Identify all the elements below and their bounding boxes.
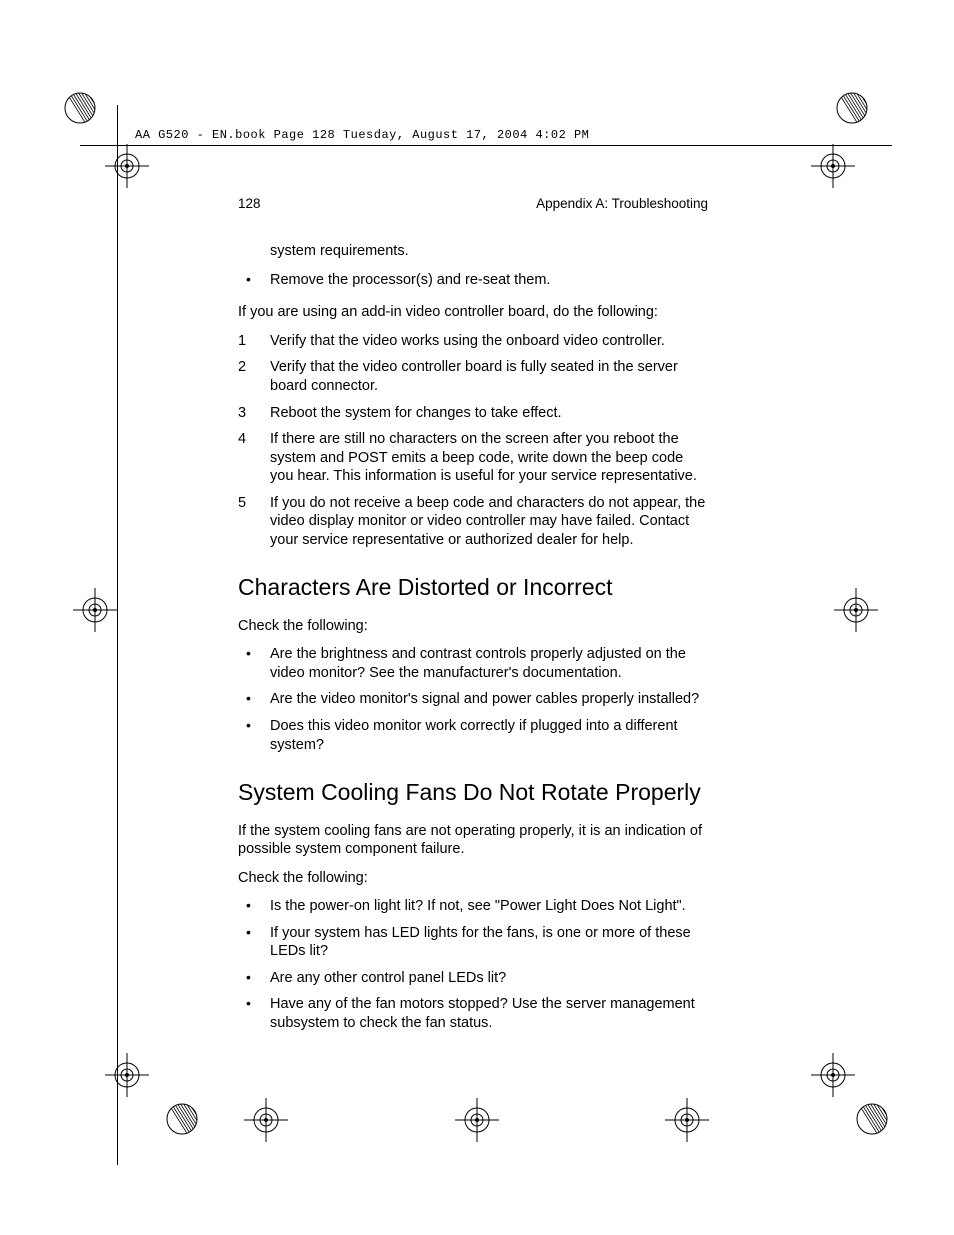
registration-mark-crosshair-icon [244, 1098, 288, 1142]
registration-mark-crosshair-icon [455, 1098, 499, 1142]
registration-mark-hatched-icon [836, 92, 868, 124]
section1-intro: Check the following: [238, 617, 708, 636]
registration-mark-crosshair-icon [105, 144, 149, 188]
page-content: 128 Appendix A: Troubleshooting system r… [238, 195, 708, 1046]
list-item: Remove the processor(s) and re-seat them… [238, 271, 708, 290]
step-text: Verify that the video works using the on… [270, 333, 665, 349]
list-item: Are the brightness and contrast controls… [238, 645, 708, 682]
step-number: 3 [238, 404, 262, 423]
numbered-steps: 1 Verify that the video works using the o… [238, 332, 708, 549]
list-item: Are any other control panel LEDs lit? [238, 969, 708, 988]
list-item: Are the video monitor's signal and power… [238, 690, 708, 709]
section2-intro2: Check the following: [238, 869, 708, 888]
appendix-label: Appendix A: Troubleshooting [536, 195, 708, 212]
step-text: Reboot the system for changes to take ef… [270, 405, 562, 421]
section2-intro1: If the system cooling fans are not opera… [238, 822, 708, 859]
list-item: Have any of the fan motors stopped? Use … [238, 995, 708, 1032]
registration-mark-crosshair-icon [105, 1053, 149, 1097]
left-rule [117, 105, 118, 1165]
list-item: 1 Verify that the video works using the o… [238, 332, 708, 351]
registration-mark-crosshair-icon [834, 588, 878, 632]
page-number: 128 [238, 195, 261, 212]
section-distorted-heading: Characters Are Distorted or Incorrect [238, 573, 708, 602]
list-item: 5 If you do not receive a beep code and c… [238, 494, 708, 550]
registration-mark-crosshair-icon [73, 588, 117, 632]
registration-mark-crosshair-icon [811, 144, 855, 188]
list-item: 4 If there are still no characters on the… [238, 430, 708, 486]
list-item: 2 Verify that the video controller board … [238, 358, 708, 395]
top-rule [80, 145, 892, 146]
print-header-info: AA G520 - EN.book Page 128 Tuesday, Augu… [135, 128, 589, 142]
intro-fragment: system requirements. [238, 242, 708, 261]
addin-intro: If you are using an add-in video control… [238, 303, 708, 322]
list-item: If your system has LED lights for the fa… [238, 924, 708, 961]
intro-bullet-list: Remove the processor(s) and re-seat them… [238, 271, 708, 290]
section-fans-heading: System Cooling Fans Do Not Rotate Proper… [238, 778, 708, 807]
step-text: Verify that the video controller board i… [270, 359, 678, 394]
step-number: 5 [238, 494, 262, 513]
step-number: 2 [238, 358, 262, 377]
list-item: 3 Reboot the system for changes to take e… [238, 404, 708, 423]
step-number: 4 [238, 430, 262, 449]
step-text: If there are still no characters on the … [270, 431, 697, 484]
registration-mark-crosshair-icon [811, 1053, 855, 1097]
registration-mark-hatched-icon [856, 1103, 888, 1135]
list-item: Is the power-on light lit? If not, see "… [238, 897, 708, 916]
registration-mark-hatched-icon [64, 92, 96, 124]
registration-mark-crosshair-icon [665, 1098, 709, 1142]
step-text: If you do not receive a beep code and ch… [270, 495, 705, 548]
section2-bullet-list: Is the power-on light lit? If not, see "… [238, 897, 708, 1032]
list-item: Does this video monitor work correctly i… [238, 717, 708, 754]
registration-mark-hatched-icon [166, 1103, 198, 1135]
section1-bullet-list: Are the brightness and contrast controls… [238, 645, 708, 754]
step-number: 1 [238, 332, 262, 351]
